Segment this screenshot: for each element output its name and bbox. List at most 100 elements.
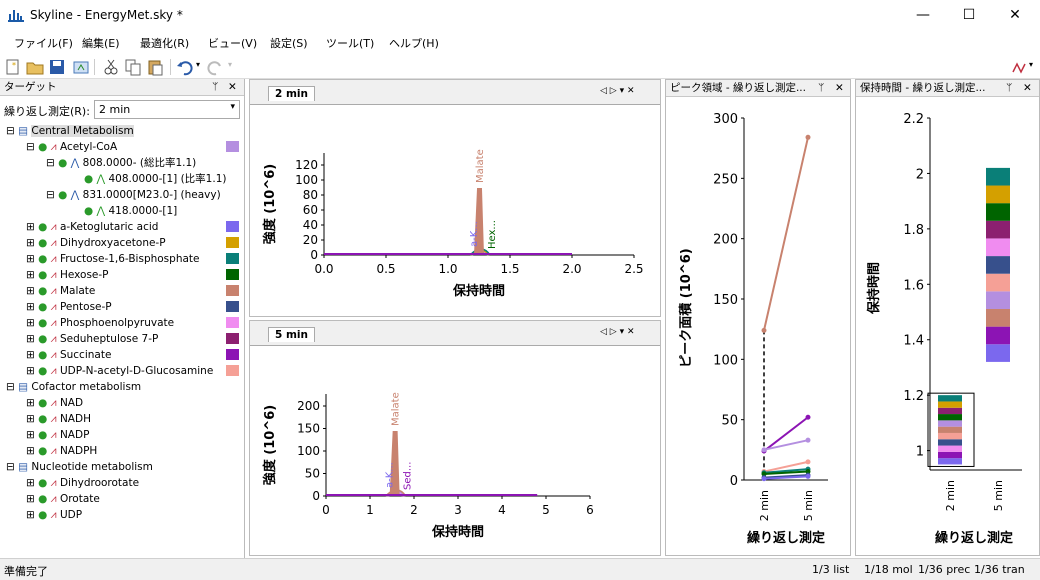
tree-molecule[interactable]: ⊞ ● ⩘ Pentose-P (26, 299, 112, 315)
expand-icon[interactable]: ⊞ (26, 477, 35, 489)
menu-settings[interactable]: 設定(S) (270, 37, 308, 50)
tree-molecule[interactable]: ⊞ ● ⩘ Fructose-1,6-Bisphosphate (26, 251, 199, 267)
expand-icon[interactable]: ⊞ (26, 237, 35, 249)
tree-molecule[interactable]: ⊞ ● ⩘ Phosphoenolpyruvate (26, 315, 174, 331)
tree-molecule[interactable]: ⊞ ● ⩘ Seduheptulose 7-P (26, 331, 158, 347)
x-tick-label: 5 min (802, 490, 815, 521)
peak-area-chart[interactable]: 0 50 100 150 200 250 300 2 min 5 min 繰り返し測定 ピーク面積 … (666, 98, 852, 556)
pane-nav-icons[interactable]: ◁ ▷ ▾ ✕ (600, 86, 635, 96)
tree-molecule[interactable]: ⊞ ● ⩘ Succinate (26, 347, 111, 363)
copy-icon[interactable] (124, 58, 142, 76)
expand-icon[interactable]: ⊞ (26, 493, 35, 505)
tab-2min[interactable]: 2 min (268, 86, 315, 101)
x-tick-label: 1 (366, 503, 374, 517)
tree-precursor[interactable]: ⊟ ● ⋀ 831.0000[M23.0-] (heavy) (46, 187, 221, 203)
expand-icon[interactable]: ⊟ (26, 141, 35, 153)
tree-molecule[interactable]: ⊞ ● ⩘ a-Ketoglutaric acid (26, 219, 158, 235)
pin-icon[interactable]: ᛘ (1006, 82, 1013, 94)
pin-icon[interactable]: ᛘ (818, 82, 825, 94)
expand-icon[interactable]: ⊞ (26, 301, 35, 313)
tree-transition[interactable]: ● ⋀ 418.0000-[1] (84, 203, 177, 219)
expand-icon[interactable]: ⊞ (26, 317, 35, 329)
tree-molecule[interactable]: ⊟ ● ⩘ Acetyl-CoA (26, 139, 117, 155)
expand-icon[interactable]: ⊞ (26, 253, 35, 265)
y-tick-label: 150 (713, 293, 738, 308)
minimize-button[interactable]: — (916, 7, 930, 23)
pane-nav-icons[interactable]: ◁ ▷ ▾ ✕ (600, 327, 635, 337)
close-button[interactable]: ✕ (1009, 7, 1021, 23)
expand-icon[interactable]: ⊞ (26, 413, 35, 425)
expand-icon[interactable]: ⊞ (26, 397, 35, 409)
tree-molecule[interactable]: ⊞ ● ⩘ Dihydroorotate (26, 475, 139, 491)
menu-help[interactable]: ヘルプ(H) (389, 37, 439, 50)
expand-icon[interactable]: ⊞ (26, 429, 35, 441)
expand-icon[interactable]: ⊞ (26, 269, 35, 281)
retention-time-chart[interactable]: 1 1.2 1.4 1.6 1.8 2 2.2 2 min 5 min 繰り返し測定 保持時間 (856, 98, 1040, 556)
molecule-icon: ⩘ (50, 493, 57, 505)
chevron-down-icon: ▾ (230, 102, 235, 112)
expand-icon[interactable]: ⊞ (26, 349, 35, 361)
color-swatch (226, 269, 239, 280)
new-file-icon[interactable]: * (4, 58, 22, 76)
y-axis-label: 強度 (10^6) (262, 405, 278, 485)
bar-segment (986, 203, 1010, 221)
tree-molecule[interactable]: ⊞ ● ⩘ Hexose-P (26, 267, 109, 283)
menu-view[interactable]: ビュー(V) (208, 37, 258, 50)
collapse-icon[interactable]: ⊟ (46, 189, 55, 201)
expand-icon[interactable]: ⊞ (26, 285, 35, 297)
bar-segment (938, 420, 962, 427)
expand-icon[interactable]: ⊞ (26, 365, 35, 377)
undo-dropdown-icon[interactable]: ▾ (196, 60, 201, 69)
tree-group[interactable]: ⊟ ▤ Nucleotide metabolism (6, 459, 153, 475)
tree-group[interactable]: ⊟ ▤ Cofactor metabolism (6, 379, 141, 395)
replicate-select[interactable]: 2 min ▾ (94, 100, 240, 119)
collapse-icon[interactable]: ⊟ (6, 381, 15, 393)
pin-icon[interactable]: ᛘ (212, 81, 219, 93)
tree-transition[interactable]: ● ⋀ 408.0000-[1] (比率1.1) (84, 171, 226, 187)
menu-edit[interactable]: 編集(E) (82, 37, 120, 50)
tree-precursor[interactable]: ⊟ ● ⋀ 808.0000- (総比率1.1) (46, 155, 196, 171)
collapse-icon[interactable]: ⊟ (6, 461, 15, 473)
tree-molecule[interactable]: ⊞ ● ⩘ NADPH (26, 443, 97, 459)
tree-molecule[interactable]: ⊞ ● ⩘ Dihydroxyacetone-P (26, 235, 166, 251)
peak-area-header: ピーク領域 - 繰り返し測定... ᛘ ✕ (666, 80, 850, 97)
import-results-icon[interactable] (72, 58, 90, 76)
save-icon[interactable] (48, 58, 66, 76)
undo-icon[interactable] (176, 58, 194, 76)
pane-close-icon[interactable]: ✕ (1023, 82, 1032, 94)
tree-molecule[interactable]: ⊞ ● ⩘ NAD (26, 395, 83, 411)
molecule-icon: ⩘ (50, 333, 57, 345)
y-tick-label: 50 (721, 414, 738, 429)
menu-refine[interactable]: 最適化(R) (140, 37, 190, 50)
status-list-count: 1/3 list (812, 563, 850, 576)
pane-close-icon[interactable]: ✕ (228, 81, 237, 93)
paste-icon[interactable] (146, 58, 164, 76)
tree-molecule[interactable]: ⊞ ● ⩘ Malate (26, 283, 95, 299)
collapse-icon[interactable]: ⊟ (6, 125, 15, 137)
data-point (761, 471, 767, 477)
molecule-dropdown-icon[interactable]: ▾ (1029, 60, 1034, 69)
tree-molecule[interactable]: ⊞ ● ⩘ NADP (26, 427, 89, 443)
tree-molecule[interactable]: ⊞ ● ⩘ UDP-N-acetyl-D-Glucosamine (26, 363, 213, 379)
tree-group[interactable]: ⊟ ▤ Central Metabolism (6, 123, 134, 139)
collapse-icon[interactable]: ⊟ (46, 157, 55, 169)
open-folder-icon[interactable] (26, 58, 44, 76)
pane-close-icon[interactable]: ✕ (835, 82, 844, 94)
cut-icon[interactable] (102, 58, 120, 76)
molecule-icon[interactable] (1010, 58, 1028, 76)
tree-molecule[interactable]: ⊞ ● ⩘ NADH (26, 411, 91, 427)
menu-tools[interactable]: ツール(T) (326, 37, 375, 50)
expand-icon[interactable]: ⊞ (26, 333, 35, 345)
expand-icon[interactable]: ⊞ (26, 445, 35, 457)
expand-icon[interactable]: ⊞ (26, 221, 35, 233)
y-axis-label: 強度 (10^6) (262, 164, 278, 244)
tab-5min[interactable]: 5 min (268, 327, 315, 342)
chromatogram-5min-chart[interactable]: 0 50 100 150 200 0 1 2 3 4 5 6 保持時間 強度 (10^6) Malate a-… (250, 345, 660, 555)
maximize-button[interactable]: ☐ (962, 7, 976, 23)
molecule-name: NADPH (59, 445, 98, 457)
tree-molecule[interactable]: ⊞ ● ⩘ UDP (26, 507, 82, 523)
tree-molecule[interactable]: ⊞ ● ⩘ Orotate (26, 491, 100, 507)
expand-icon[interactable]: ⊞ (26, 509, 35, 521)
menu-file[interactable]: ファイル(F) (14, 37, 73, 50)
